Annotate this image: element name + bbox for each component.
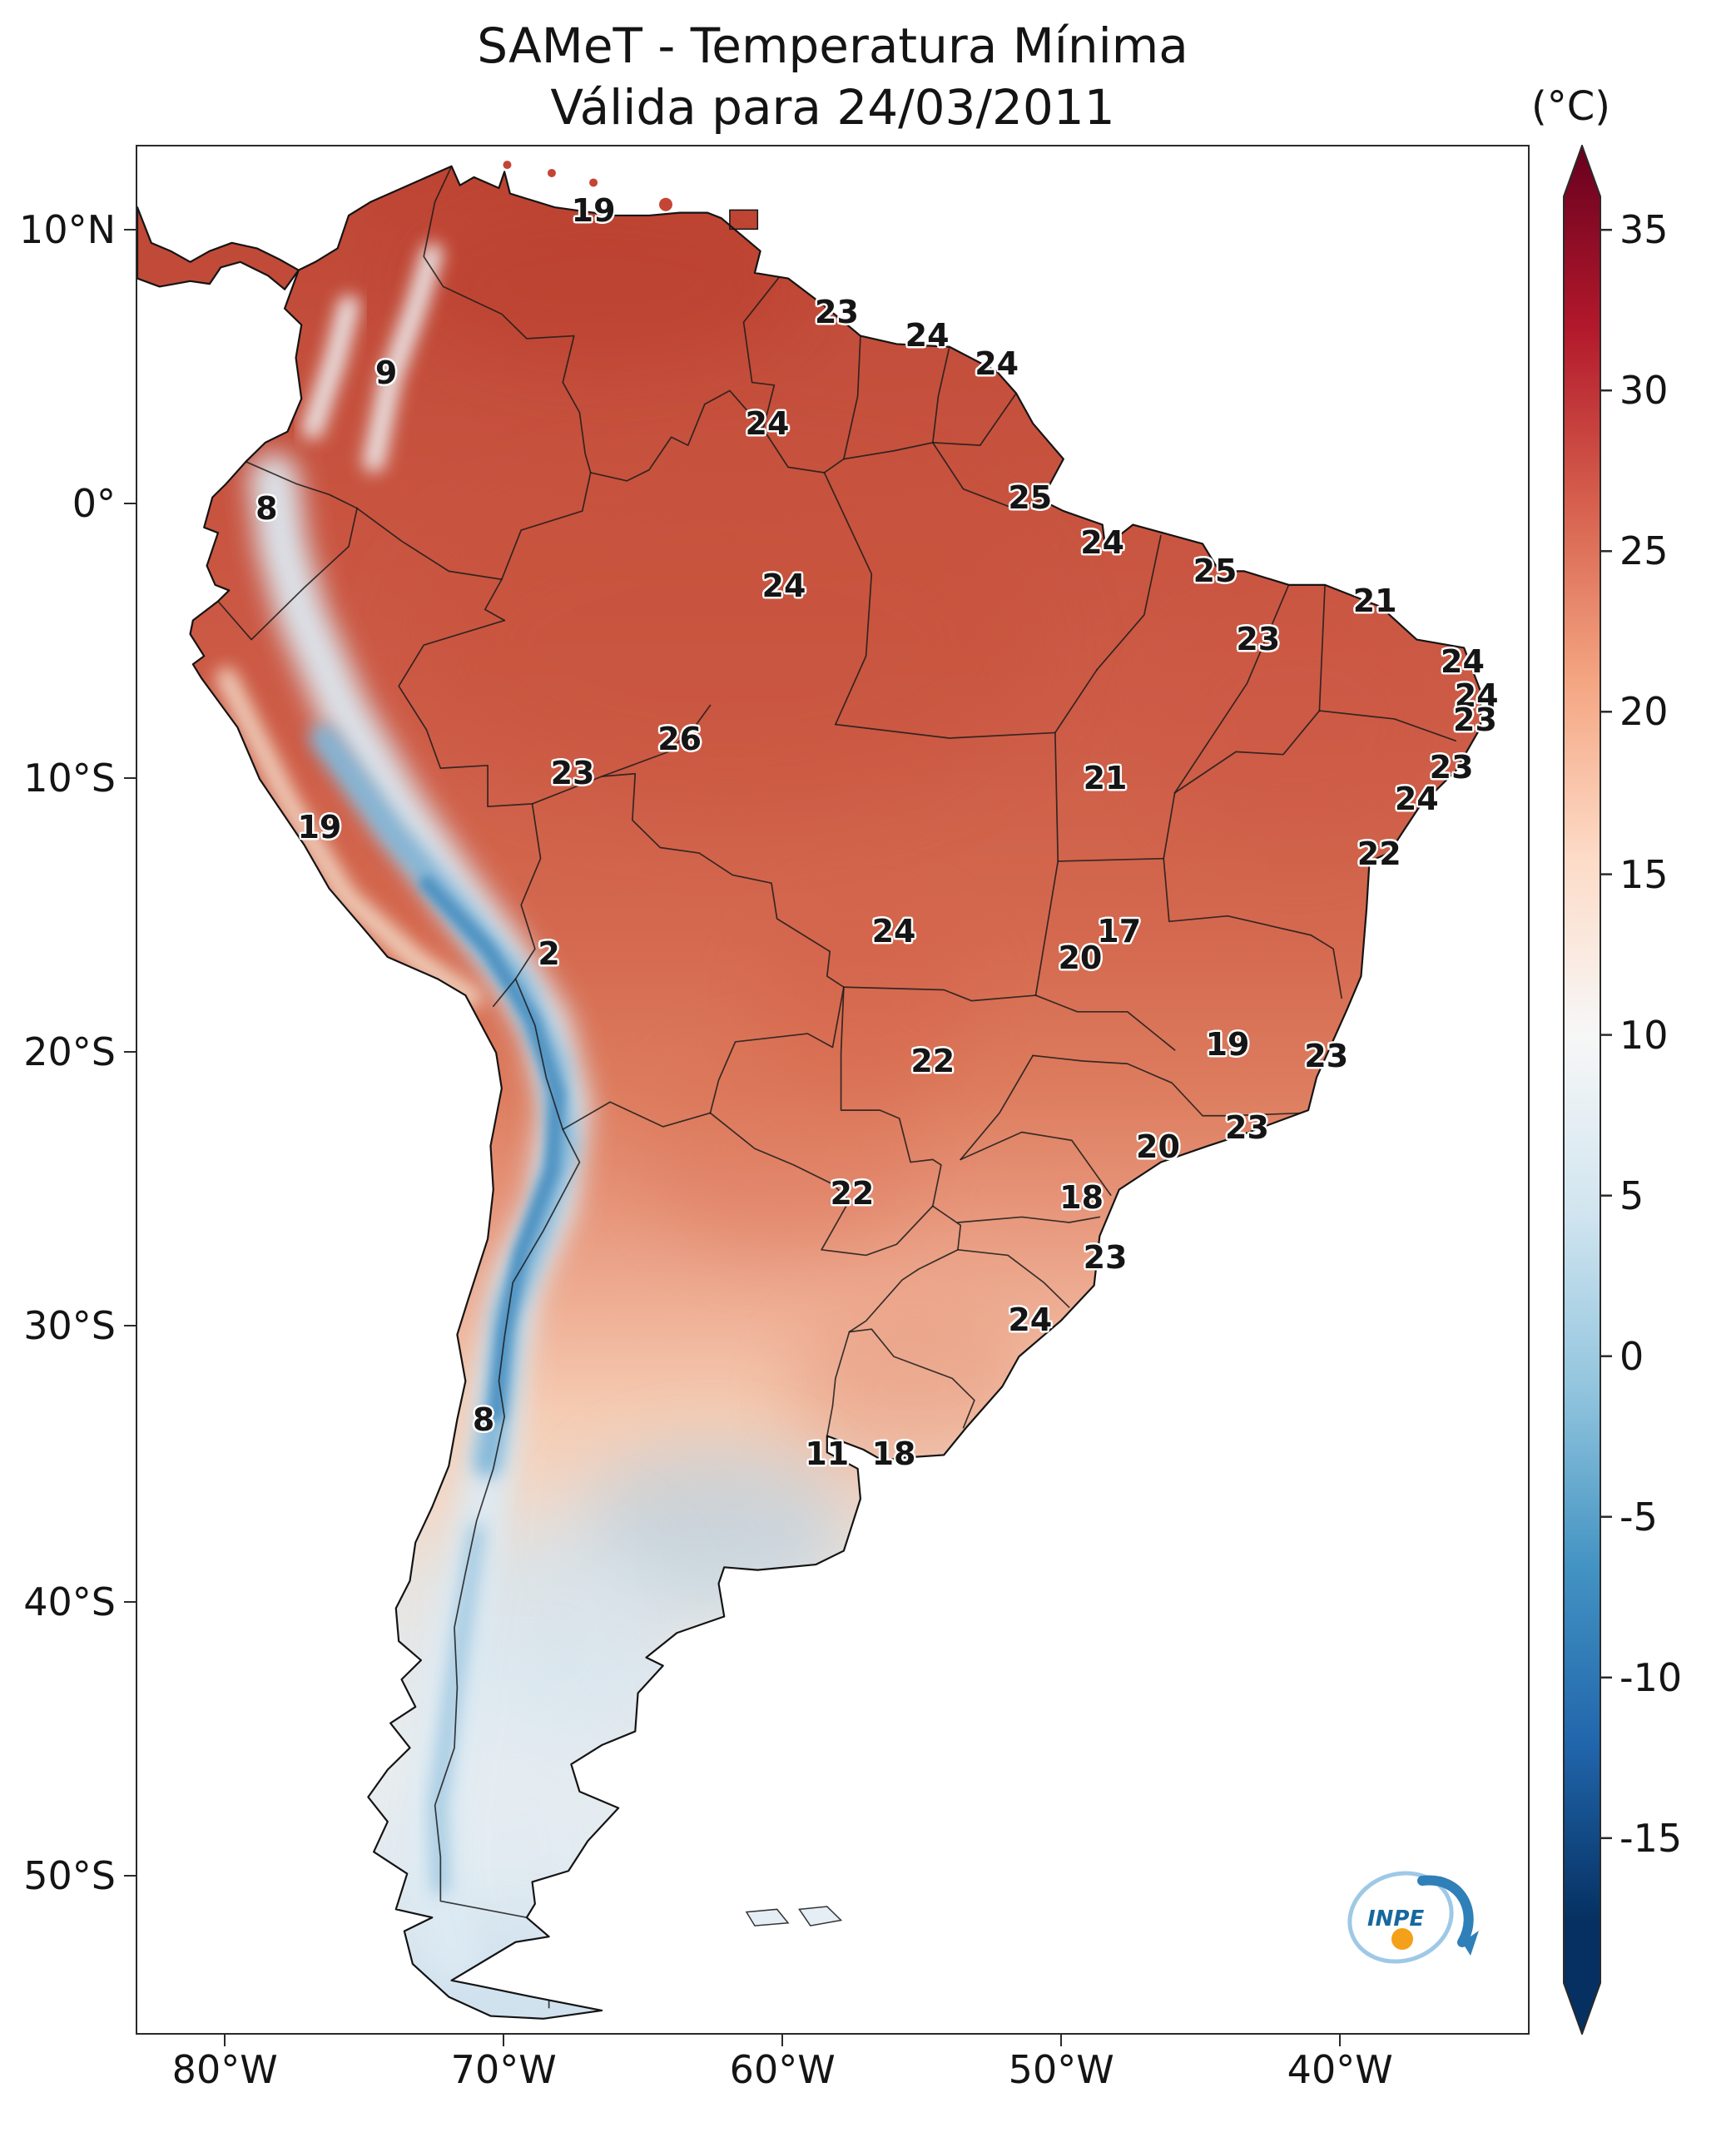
title-line1: SAMeT - Temperatura Mínima xyxy=(477,17,1188,74)
station-temperature-value: 9 xyxy=(374,355,398,392)
station-temperature-value: 24 xyxy=(1008,1302,1053,1339)
title-line2: Válida para 24/03/2011 xyxy=(550,79,1115,136)
colorbar xyxy=(1563,143,1616,2036)
map-plot-area: 19 23 24 24 9 24 25 8 24 25 24 21 23 24 24 23 26 23 23 21 24… xyxy=(136,145,1530,2035)
lat-tick-mark xyxy=(124,1875,136,1877)
lat-tick-label: 10°N xyxy=(19,207,116,253)
station-temperature-value: 8 xyxy=(255,490,278,528)
lon-tick-label: 80°W xyxy=(171,2047,278,2092)
colorbar-tick-label: -10 xyxy=(1619,1654,1683,1700)
colorbar-tick-label: 0 xyxy=(1619,1333,1644,1379)
lon-tick-label: 50°W xyxy=(1008,2047,1114,2092)
lon-tick-mark xyxy=(781,2035,784,2046)
inpe-arrowhead-icon xyxy=(1462,1931,1479,1956)
lon-tick-label: 70°W xyxy=(450,2047,557,2092)
colorbar-unit-label: (°C) xyxy=(1531,83,1610,130)
inpe-orange-dot-icon xyxy=(1391,1928,1413,1950)
station-temperature-value: 23 xyxy=(1236,620,1281,657)
lon-tick-label: 60°W xyxy=(729,2047,836,2092)
station-temperature-value: 24 xyxy=(975,345,1019,382)
lat-tick-mark xyxy=(124,1325,136,1327)
station-temperature-labels: 19 23 24 24 9 24 25 8 24 25 24 21 23 24 24 23 26 23 23 21 24… xyxy=(137,146,1528,2033)
station-temperature-value: 23 xyxy=(1429,748,1474,786)
lat-tick-label: 30°S xyxy=(23,1303,116,1349)
lat-tick-label: 10°S xyxy=(23,755,116,801)
station-temperature-value: 25 xyxy=(1008,478,1053,516)
lat-tick-mark xyxy=(124,1600,136,1603)
station-temperature-value: 22 xyxy=(910,1043,955,1080)
station-temperature-value: 21 xyxy=(1083,760,1128,797)
station-temperature-value: 23 xyxy=(1304,1037,1349,1074)
lat-tick-label: 20°S xyxy=(23,1029,116,1075)
colorbar-tick-label: 30 xyxy=(1619,368,1669,414)
inpe-logo-text: INPE xyxy=(1367,1907,1424,1931)
station-temperature-value: 24 xyxy=(1441,642,1485,680)
colorbar-tick-label: -15 xyxy=(1619,1815,1683,1861)
lon-tick-mark xyxy=(224,2035,226,2046)
station-temperature-value: 24 xyxy=(1394,781,1439,818)
lon-tick-label: 40°W xyxy=(1287,2047,1393,2092)
colorbar-tick-label: 15 xyxy=(1619,851,1669,897)
station-temperature-value: 23 xyxy=(1083,1239,1128,1277)
lat-tick-mark xyxy=(124,503,136,505)
inpe-logo: INPE xyxy=(1336,1852,1498,1981)
inpe-orbit-icon xyxy=(1347,1871,1454,1964)
station-temperature-value: 20 xyxy=(1136,1128,1180,1165)
station-temperature-value: 20 xyxy=(1058,939,1103,976)
latitude-axis: 10°N 0° 10°S 20°S 30°S 40°S 50°S xyxy=(0,145,116,2035)
station-temperature-value: 24 xyxy=(1454,677,1499,714)
longitude-axis: 80°W 70°W 60°W 50°W 40°W xyxy=(136,2047,1530,2105)
station-temperature-value: 21 xyxy=(1352,583,1397,620)
lat-tick-label: 50°S xyxy=(23,1853,116,1899)
station-temperature-value: 23 xyxy=(1225,1108,1269,1146)
lon-tick-mark xyxy=(1339,2035,1342,2046)
station-temperature-value: 18 xyxy=(871,1435,916,1473)
station-temperature-value: 22 xyxy=(830,1175,875,1212)
station-temperature-value: 24 xyxy=(1080,524,1125,562)
lat-tick-mark xyxy=(124,229,136,231)
station-temperature-value: 8 xyxy=(472,1401,495,1439)
station-temperature-value: 17 xyxy=(1097,913,1142,950)
station-temperature-value: 24 xyxy=(761,568,806,605)
inpe-arrow-icon xyxy=(1417,1875,1474,1947)
station-temperature-value: 24 xyxy=(745,405,790,443)
colorbar-tick-labels: 35 30 25 20 15 10 5 0 -5 -10 -15 xyxy=(1619,145,1736,2035)
station-temperature-value: 23 xyxy=(1453,702,1497,739)
lat-tick-mark xyxy=(124,776,136,779)
colorbar-tick-label: 5 xyxy=(1619,1173,1644,1218)
station-temperature-value: 23 xyxy=(550,754,595,791)
lat-tick-mark xyxy=(124,1051,136,1054)
station-temperature-value: 11 xyxy=(805,1435,850,1473)
chart-title: SAMeT - Temperatura Mínima Válida para 2… xyxy=(136,15,1530,138)
station-temperature-value: 19 xyxy=(571,192,616,230)
colorbar-tick-label: 35 xyxy=(1619,207,1669,253)
lat-tick-label: 40°S xyxy=(23,1579,116,1624)
lon-tick-mark xyxy=(1060,2035,1063,2046)
station-temperature-value: 2 xyxy=(538,935,560,973)
south-america-map xyxy=(136,146,1528,2033)
lon-tick-mark xyxy=(503,2035,505,2046)
station-temperature-value: 26 xyxy=(657,720,702,757)
colorbar-tick-label: 10 xyxy=(1619,1012,1669,1058)
colorbar-tick-label: 20 xyxy=(1619,689,1669,735)
station-temperature-value: 24 xyxy=(905,316,950,354)
lat-tick-label: 0° xyxy=(72,481,116,527)
station-temperature-value: 24 xyxy=(871,913,916,950)
station-temperature-value: 22 xyxy=(1357,836,1401,873)
station-temperature-value: 18 xyxy=(1059,1178,1104,1216)
station-temperature-value: 25 xyxy=(1193,553,1238,590)
station-temperature-value: 23 xyxy=(815,294,859,331)
colorbar-tick-label: 25 xyxy=(1619,528,1669,574)
station-temperature-value: 19 xyxy=(297,809,342,846)
colorbar-tick-label: -5 xyxy=(1619,1494,1658,1540)
station-temperature-value: 19 xyxy=(1205,1026,1250,1064)
